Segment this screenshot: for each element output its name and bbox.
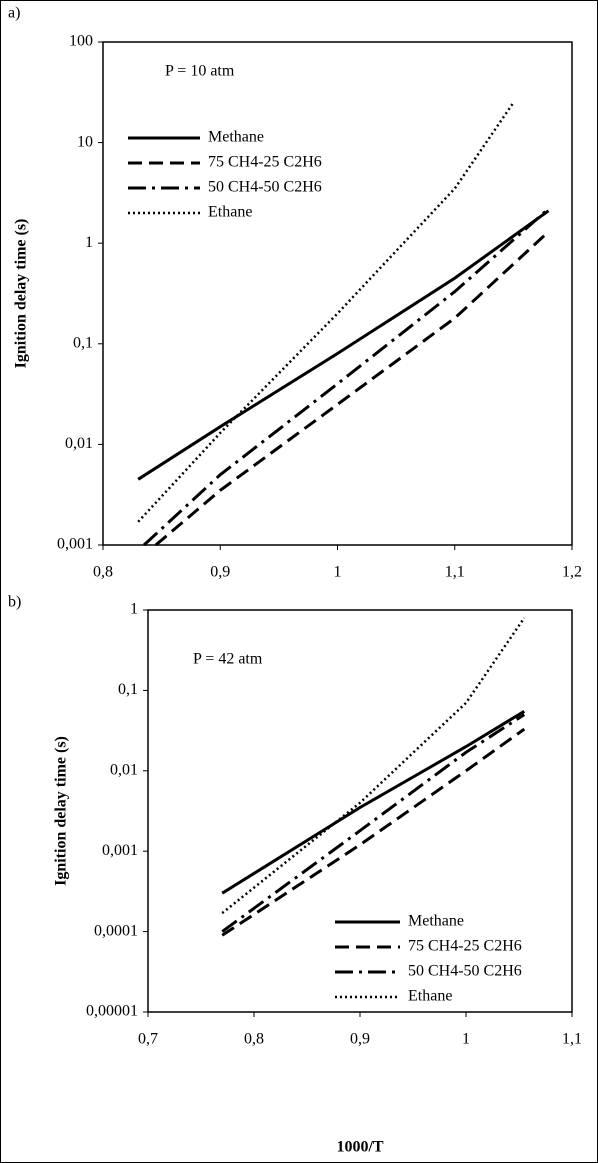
x-tick-label: 1 — [334, 564, 342, 581]
x-tick-label: 0,9 — [350, 1031, 370, 1048]
y-tick-label: 0,01 — [65, 435, 93, 452]
y-tick-label: 0,001 — [102, 842, 138, 859]
x-tick-label: 0,7 — [138, 1031, 158, 1048]
y-axis-label: Ignition delay time (s) — [13, 219, 30, 369]
panel-label: a) — [8, 5, 20, 22]
y-tick-label: 0,1 — [73, 334, 93, 351]
panel-label: b) — [8, 594, 21, 611]
x-tick-label: 0,8 — [93, 564, 113, 581]
legend-label: 75 CH4-25 C2H6 — [208, 154, 322, 171]
y-tick-label: 10 — [77, 133, 93, 150]
series-line — [221, 710, 526, 895]
legend-label: 75 CH4-25 C2H6 — [408, 938, 522, 955]
y-tick-label: 0,001 — [57, 536, 93, 553]
legend-label: 50 CH4-50 C2H6 — [408, 963, 522, 980]
x-tick-label: 1,1 — [445, 564, 465, 581]
x-tick-label: 1,2 — [562, 564, 582, 581]
legend-label: Ethane — [408, 988, 452, 1005]
y-tick-label: 100 — [69, 33, 93, 50]
legend-label: Methane — [408, 913, 464, 930]
legend-label: Ethane — [208, 204, 252, 221]
series-line — [137, 101, 515, 523]
x-tick-label: 1 — [462, 1031, 470, 1048]
annotation: P = 10 atm — [165, 63, 235, 80]
y-tick-label: 1 — [85, 234, 93, 251]
y-tick-label: 0,00001 — [86, 1003, 138, 1020]
legend-label: Methane — [208, 129, 264, 146]
legend-label: 50 CH4-50 C2H6 — [208, 179, 322, 196]
series-line — [221, 713, 526, 933]
series-line — [137, 209, 550, 481]
x-axis-label: 1000/T — [336, 1139, 383, 1156]
x-tick-label: 0,8 — [244, 1031, 264, 1048]
y-tick-label: 1 — [130, 601, 138, 618]
annotation: P = 42 atm — [193, 651, 263, 668]
x-tick-label: 0,9 — [210, 564, 230, 581]
y-axis-label: Ignition delay time (s) — [53, 736, 70, 886]
y-tick-label: 0,1 — [118, 681, 138, 698]
x-tick-label: 1,1 — [562, 1031, 582, 1048]
y-tick-label: 0,01 — [110, 761, 138, 778]
y-tick-label: 0,0001 — [94, 922, 138, 939]
series-line — [142, 207, 550, 547]
